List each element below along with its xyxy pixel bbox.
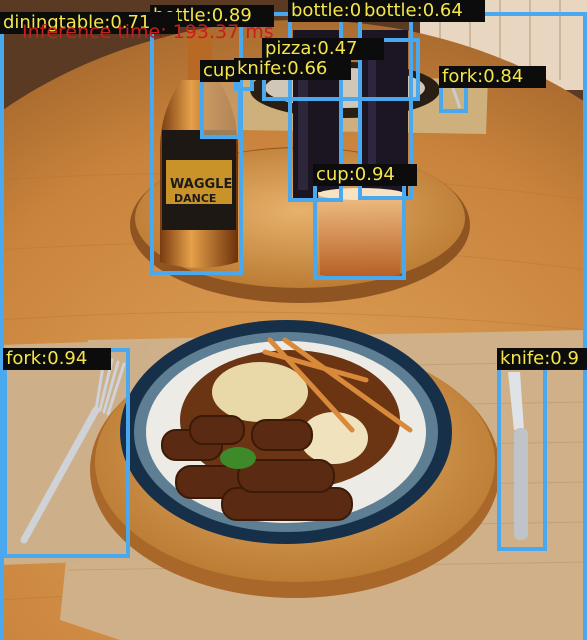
pizza-label: pizza:0.47 <box>262 38 384 60</box>
bottle-label-dark-left: bottle:0. <box>288 0 364 22</box>
knife-label-right: knife:0.9 <box>497 348 587 370</box>
diningtable-label: diningtable:0.71 <box>0 12 178 34</box>
fork-box-left <box>3 348 130 558</box>
svg-text:DANCE: DANCE <box>174 192 216 205</box>
svg-text:WAGGLE: WAGGLE <box>170 177 232 192</box>
bottle-box-main <box>150 13 243 275</box>
fork-label-left: fork:0.94 <box>3 348 111 370</box>
inference-time-text: Inference time: 193.37 ms <box>22 21 274 43</box>
fork-label-far: fork:0.84 <box>439 66 546 88</box>
knife-box-right <box>497 348 547 551</box>
cup-label-back: cup <box>200 60 240 82</box>
cup-label-front: cup:0.94 <box>313 164 417 186</box>
knife-label-far: knife:0.66 <box>234 58 351 80</box>
bottle-label-dark-right: bottle:0.64 <box>361 0 485 22</box>
